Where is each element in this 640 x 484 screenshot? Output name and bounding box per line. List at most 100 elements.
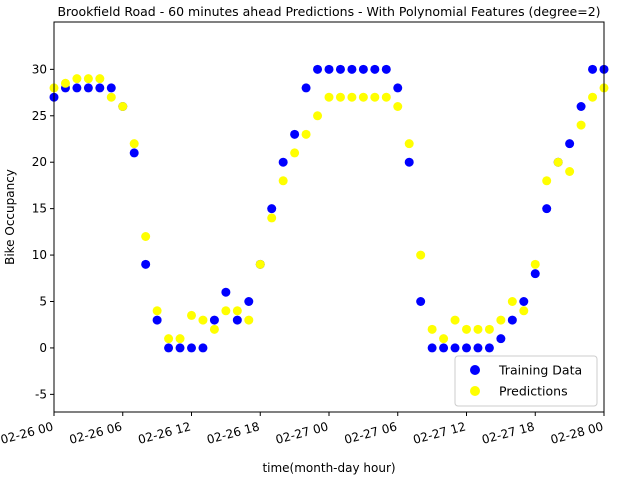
point <box>313 64 323 74</box>
point <box>72 74 82 84</box>
point <box>221 306 231 316</box>
point <box>209 324 219 334</box>
point <box>462 343 471 353</box>
point <box>427 324 437 334</box>
point <box>439 343 449 353</box>
y-tick-label: 0 <box>39 341 47 355</box>
point <box>152 315 162 325</box>
y-tick-label: -5 <box>35 387 47 401</box>
point <box>507 297 517 306</box>
point <box>484 343 494 353</box>
point <box>416 250 426 260</box>
point <box>370 64 380 74</box>
point <box>335 64 345 74</box>
point <box>416 297 426 306</box>
point <box>404 139 414 149</box>
legend-box <box>454 355 598 407</box>
y-tick-label: 5 <box>39 295 47 309</box>
point <box>519 297 529 306</box>
point <box>175 343 185 353</box>
point <box>519 306 529 316</box>
point <box>198 343 208 353</box>
point <box>106 92 116 102</box>
point <box>358 92 368 102</box>
point <box>255 259 265 269</box>
point <box>221 287 231 297</box>
point <box>473 343 483 353</box>
point <box>278 176 288 186</box>
point <box>450 343 460 353</box>
point <box>335 92 345 102</box>
point <box>462 324 471 334</box>
point <box>95 74 105 84</box>
point <box>358 64 368 74</box>
point <box>198 315 208 325</box>
point <box>118 102 128 111</box>
point <box>244 315 254 325</box>
point <box>187 343 196 353</box>
point <box>565 139 575 149</box>
point <box>393 83 403 93</box>
point <box>496 315 506 325</box>
point <box>565 167 575 176</box>
point <box>141 232 151 241</box>
point <box>106 83 116 93</box>
point <box>267 204 277 214</box>
point <box>381 92 391 102</box>
point <box>553 157 563 167</box>
legend-marker <box>470 386 480 396</box>
legend-marker <box>470 365 480 375</box>
point <box>427 343 437 353</box>
point <box>393 102 403 111</box>
legend-label: Predictions <box>499 384 568 399</box>
point <box>164 334 174 344</box>
point <box>72 83 82 93</box>
point <box>95 83 105 93</box>
point <box>530 269 540 279</box>
point <box>290 129 300 139</box>
point <box>507 315 517 325</box>
point <box>175 334 185 344</box>
point <box>129 139 139 149</box>
point <box>576 102 586 111</box>
point <box>232 306 242 316</box>
point <box>542 204 552 214</box>
point <box>290 148 300 158</box>
point <box>588 64 598 74</box>
point <box>141 259 151 269</box>
point <box>530 259 540 269</box>
point <box>450 315 460 325</box>
point <box>164 343 174 353</box>
point <box>347 64 357 74</box>
y-tick-label: 25 <box>32 109 47 123</box>
point <box>324 64 334 74</box>
chart-title: Brookfield Road - 60 minutes ahead Predi… <box>57 4 600 19</box>
plot-frame <box>53 21 605 413</box>
point <box>267 213 277 223</box>
point <box>129 148 139 158</box>
x-axis-label: time(month-day hour) <box>262 461 395 475</box>
y-tick-label: 30 <box>32 62 47 76</box>
point <box>381 64 391 74</box>
point <box>484 324 494 334</box>
point <box>542 176 552 186</box>
point <box>152 306 162 316</box>
point <box>576 120 586 130</box>
point <box>439 334 449 344</box>
point <box>83 83 93 93</box>
point <box>496 334 506 344</box>
y-tick-label: 10 <box>32 248 47 262</box>
point <box>301 129 311 139</box>
point <box>347 92 357 102</box>
point <box>187 310 196 320</box>
point <box>301 83 311 93</box>
point <box>588 92 598 102</box>
point <box>404 157 414 167</box>
point <box>232 315 242 325</box>
y-tick-label: 15 <box>32 202 47 216</box>
point <box>370 92 380 102</box>
point <box>83 74 93 84</box>
point <box>313 111 323 121</box>
point <box>244 297 254 306</box>
